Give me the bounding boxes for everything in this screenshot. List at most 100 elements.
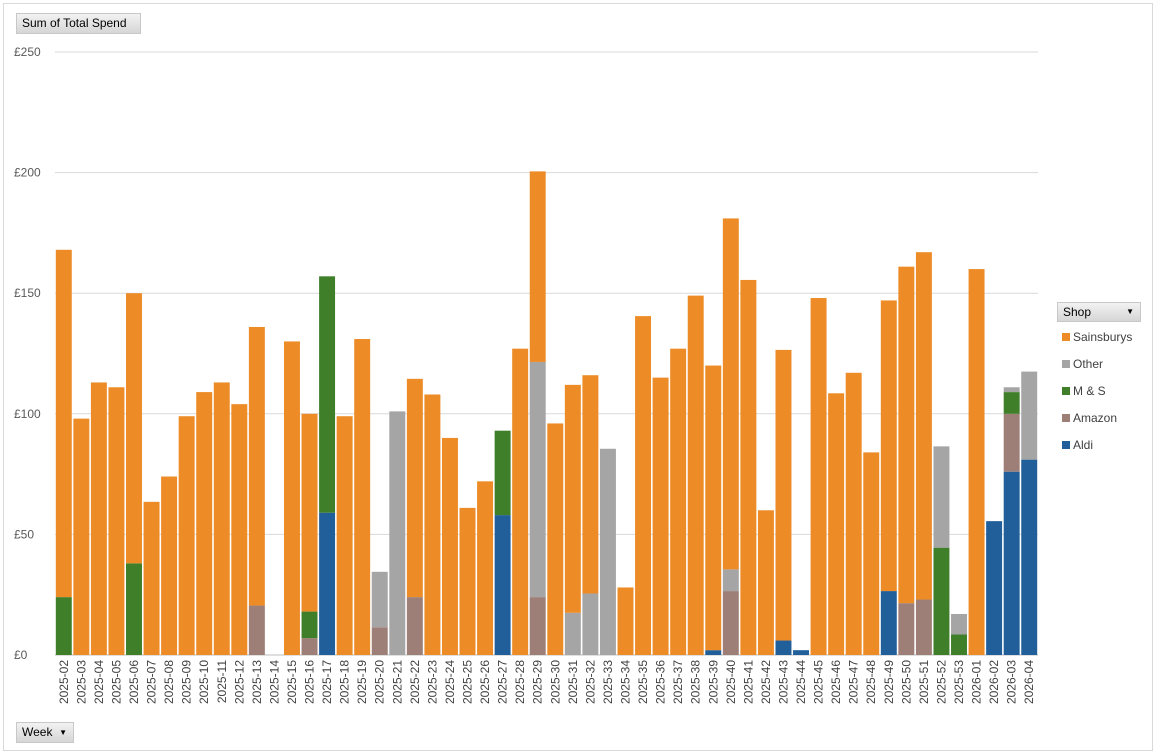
bar-aldi-2025-43[interactable] bbox=[775, 640, 792, 655]
bar-aldi-2025-49[interactable] bbox=[880, 591, 897, 655]
bar-sainsburys-2025-37[interactable] bbox=[670, 348, 687, 655]
bar-sainsburys-2025-13[interactable] bbox=[248, 326, 265, 606]
bar-sainsburys-2025-07[interactable] bbox=[143, 501, 160, 655]
bar-sainsburys-2025-11[interactable] bbox=[213, 382, 230, 655]
bar-sainsburys-2025-51[interactable] bbox=[915, 252, 932, 600]
x-tick-label: 2025-53 bbox=[952, 660, 966, 704]
x-tick-label: 2025-38 bbox=[689, 660, 703, 704]
bar-sainsburys-2025-10[interactable] bbox=[196, 392, 213, 655]
bar-sainsburys-2025-16[interactable] bbox=[301, 413, 318, 612]
bar-sainsburys-2025-05[interactable] bbox=[108, 387, 125, 655]
bar-sainsburys-2025-38[interactable] bbox=[687, 295, 704, 655]
bar-aldi-2026-04[interactable] bbox=[1021, 459, 1038, 655]
bar-sainsburys-2025-03[interactable] bbox=[73, 418, 90, 655]
x-tick-label: 2025-47 bbox=[847, 660, 861, 704]
bar-sainsburys-2025-40[interactable] bbox=[722, 218, 739, 570]
bar-aldi-2026-02[interactable] bbox=[986, 521, 1003, 655]
bar-amazon-2025-50[interactable] bbox=[898, 603, 915, 655]
bar-sainsburys-2025-31[interactable] bbox=[564, 384, 581, 613]
bar-sainsburys-2025-02[interactable] bbox=[55, 249, 72, 598]
bar-sainsburys-2025-26[interactable] bbox=[477, 481, 494, 655]
bar-sainsburys-2025-29[interactable] bbox=[529, 171, 546, 362]
bar-sainsburys-2025-47[interactable] bbox=[845, 372, 862, 655]
bar-other-2025-40[interactable] bbox=[722, 569, 739, 592]
bar-other-2026-04[interactable] bbox=[1021, 371, 1038, 460]
bar-sainsburys-2025-39[interactable] bbox=[705, 365, 722, 651]
bar-amazon-2025-29[interactable] bbox=[529, 597, 546, 655]
bar-aldi-2025-27[interactable] bbox=[494, 515, 511, 655]
bar-m-s-2025-53[interactable] bbox=[951, 634, 967, 655]
bar-m-s-2025-16[interactable] bbox=[301, 611, 318, 639]
bar-other-2025-29[interactable] bbox=[529, 361, 546, 598]
bar-aldi-2026-03[interactable] bbox=[1003, 471, 1020, 655]
bar-sainsburys-2025-42[interactable] bbox=[757, 510, 774, 655]
x-tick-label: 2025-40 bbox=[724, 660, 738, 704]
bar-sainsburys-2025-08[interactable] bbox=[161, 476, 178, 655]
bar-other-2025-32[interactable] bbox=[582, 593, 599, 655]
bar-sainsburys-2025-41[interactable] bbox=[740, 279, 757, 655]
bar-amazon-2025-51[interactable] bbox=[915, 599, 932, 655]
bar-other-2026-03[interactable] bbox=[1003, 387, 1020, 393]
bar-m-s-2025-17[interactable] bbox=[319, 276, 336, 513]
bar-sainsburys-2025-45[interactable] bbox=[810, 298, 827, 655]
shop-filter-button[interactable]: Shop ▼ bbox=[1057, 302, 1141, 322]
bar-m-s-2025-27[interactable] bbox=[494, 430, 511, 516]
week-field-button[interactable]: Week ▼ bbox=[16, 722, 74, 743]
bar-m-s-2025-02[interactable] bbox=[55, 597, 72, 655]
bar-sainsburys-2025-46[interactable] bbox=[828, 393, 845, 655]
bar-sainsburys-2025-23[interactable] bbox=[424, 394, 441, 655]
x-tick-label: 2025-44 bbox=[794, 660, 808, 704]
bar-m-s-2026-03[interactable] bbox=[1003, 392, 1020, 414]
bar-sainsburys-2025-34[interactable] bbox=[617, 587, 634, 655]
bar-amazon-2025-40[interactable] bbox=[722, 591, 739, 655]
legend-label: Aldi bbox=[1073, 437, 1094, 452]
bar-sainsburys-2025-35[interactable] bbox=[635, 316, 652, 655]
bar-sainsburys-2025-30[interactable] bbox=[547, 423, 564, 655]
legend-item-other[interactable]: Other bbox=[1057, 350, 1142, 377]
bar-m-s-2025-52[interactable] bbox=[933, 547, 950, 655]
bar-amazon-2025-22[interactable] bbox=[406, 597, 423, 655]
bar-sainsburys-2025-04[interactable] bbox=[90, 382, 107, 655]
bar-sainsburys-2025-48[interactable] bbox=[863, 452, 880, 655]
bar-m-s-2025-06[interactable] bbox=[126, 563, 142, 655]
bar-sainsburys-2025-18[interactable] bbox=[336, 416, 353, 655]
bar-sainsburys-2026-01[interactable] bbox=[968, 269, 985, 655]
bar-amazon-2025-16[interactable] bbox=[301, 638, 318, 655]
sum-of-total-spend-field-button[interactable]: Sum of Total Spend bbox=[16, 13, 141, 34]
legend-item-aldi[interactable]: Aldi bbox=[1057, 431, 1142, 458]
bar-aldi-2025-44[interactable] bbox=[793, 650, 810, 655]
bar-sainsburys-2025-19[interactable] bbox=[354, 339, 371, 655]
legend-item-sainsburys[interactable]: Sainsburys bbox=[1057, 323, 1142, 350]
bar-sainsburys-2025-50[interactable] bbox=[898, 266, 915, 604]
dropdown-caret-icon: ▼ bbox=[1126, 307, 1134, 316]
legend-swatch bbox=[1062, 359, 1070, 368]
bar-other-2025-20[interactable] bbox=[371, 571, 388, 628]
bar-aldi-2025-17[interactable] bbox=[319, 512, 336, 655]
bar-other-2025-31[interactable] bbox=[564, 612, 581, 655]
bar-sainsburys-2025-43[interactable] bbox=[775, 349, 792, 641]
bar-amazon-2026-03[interactable] bbox=[1003, 413, 1020, 472]
bar-sainsburys-2025-15[interactable] bbox=[283, 341, 300, 655]
bar-other-2025-52[interactable] bbox=[933, 446, 950, 548]
bar-other-2025-53[interactable] bbox=[951, 613, 967, 635]
x-tick-label: 2025-08 bbox=[162, 660, 176, 704]
x-tick-label: 2025-49 bbox=[882, 660, 896, 704]
bar-sainsburys-2025-36[interactable] bbox=[652, 377, 669, 655]
bar-amazon-2025-20[interactable] bbox=[371, 627, 388, 655]
bar-sainsburys-2025-32[interactable] bbox=[582, 375, 599, 594]
legend-item-m-s[interactable]: M & S bbox=[1057, 377, 1142, 404]
legend-item-amazon[interactable]: Amazon bbox=[1057, 404, 1142, 431]
bar-sainsburys-2025-09[interactable] bbox=[178, 416, 195, 655]
bar-aldi-2025-39[interactable] bbox=[705, 650, 722, 655]
bar-sainsburys-2025-22[interactable] bbox=[406, 378, 423, 598]
bar-amazon-2025-13[interactable] bbox=[248, 605, 265, 655]
bar-sainsburys-2025-25[interactable] bbox=[459, 507, 476, 655]
bar-sainsburys-2025-12[interactable] bbox=[231, 404, 248, 655]
bar-sainsburys-2025-28[interactable] bbox=[512, 348, 529, 655]
bar-other-2025-21[interactable] bbox=[389, 411, 406, 655]
bar-sainsburys-2025-49[interactable] bbox=[880, 300, 897, 592]
bar-sainsburys-2025-24[interactable] bbox=[441, 437, 458, 655]
x-tick-label: 2025-05 bbox=[109, 660, 123, 704]
bar-other-2025-33[interactable] bbox=[599, 448, 616, 655]
bar-sainsburys-2025-06[interactable] bbox=[126, 293, 142, 564]
